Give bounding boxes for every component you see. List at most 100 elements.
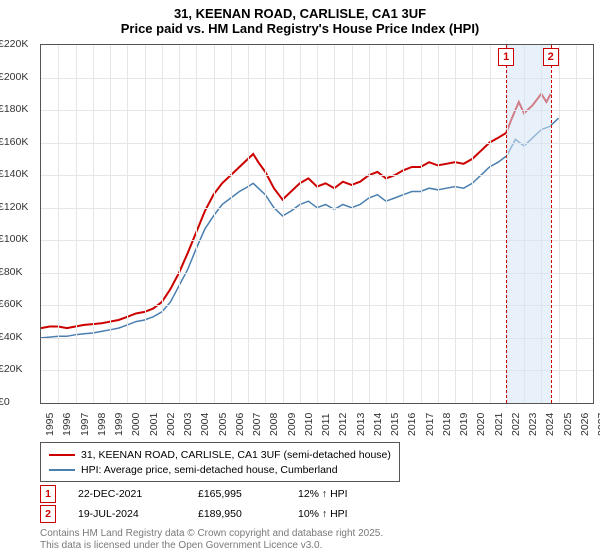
x-axis-label: 2005 [217,413,229,436]
y-axis-label: £20K [0,363,38,375]
y-axis-label: £0 [0,396,38,408]
gridline-vertical [265,45,266,403]
chart-title: 31, KEENAN ROAD, CARLISLE, CA1 3UF Price… [0,0,600,36]
gridline-vertical [145,45,146,403]
sale-marker-box: 2 [543,48,559,66]
x-axis-label: 2010 [303,413,315,436]
sales-row: 2 19-JUL-2024 £189,950 10% ↑ HPI [40,504,418,524]
gridline-vertical [455,45,456,403]
legend: 31, KEENAN ROAD, CARLISLE, CA1 3UF (semi… [40,442,400,482]
gridline-vertical [58,45,59,403]
x-axis-label: 2002 [165,413,177,436]
gridline-vertical [162,45,163,403]
y-axis-label: £80K [0,266,38,278]
x-axis-label: 1995 [44,413,56,436]
x-axis-label: 2003 [182,413,194,436]
gridline-vertical [317,45,318,403]
legend-swatch [49,454,75,456]
highlight-band [506,45,551,403]
gridline-vertical [93,45,94,403]
y-axis-label: £140K [0,168,38,180]
x-axis-label: 2009 [286,413,298,436]
y-axis-label: £180K [0,103,38,115]
y-axis-label: £200K [0,71,38,83]
sale-marker-icon: 2 [40,505,56,523]
sale-marker-line [551,45,552,403]
legend-label: 31, KEENAN ROAD, CARLISLE, CA1 3UF (semi… [81,449,391,461]
legend-item: HPI: Average price, semi-detached house,… [49,462,391,477]
gridline-vertical [352,45,353,403]
x-axis-label: 2016 [406,413,418,436]
sales-row: 1 22-DEC-2021 £165,995 12% ↑ HPI [40,484,418,504]
x-axis-label: 2021 [493,413,505,436]
footnote-line1: Contains HM Land Registry data © Crown c… [40,528,383,540]
plot-area [40,44,594,404]
gridline-vertical [369,45,370,403]
gridline-vertical [76,45,77,403]
gridline-vertical [334,45,335,403]
x-axis-label: 1998 [96,413,108,436]
sale-date: 22-DEC-2021 [78,488,198,500]
x-axis-label: 2026 [579,413,591,436]
x-axis-label: 2024 [544,413,556,436]
y-axis-label: £160K [0,136,38,148]
gridline-vertical [300,45,301,403]
x-axis-label: 2014 [372,413,384,436]
title-line1: 31, KEENAN ROAD, CARLISLE, CA1 3UF [0,6,600,21]
x-axis-label: 2019 [458,413,470,436]
sale-date: 19-JUL-2024 [78,508,198,520]
gridline-vertical [438,45,439,403]
x-axis-label: 2011 [320,413,332,436]
sales-table: 1 22-DEC-2021 £165,995 12% ↑ HPI 2 19-JU… [40,484,418,524]
footnote-line2: This data is licensed under the Open Gov… [40,540,383,552]
gridline-vertical [421,45,422,403]
x-axis-label: 2017 [424,413,436,436]
gridline-vertical [231,45,232,403]
gridline-vertical [576,45,577,403]
x-axis-label: 2022 [510,413,522,436]
gridline-vertical [283,45,284,403]
x-axis-label: 2004 [199,413,211,436]
y-axis-label: £60K [0,298,38,310]
gridline-vertical [127,45,128,403]
x-axis-label: 2006 [234,413,246,436]
x-axis-label: 2015 [389,413,401,436]
title-line2: Price paid vs. HM Land Registry's House … [0,21,600,36]
x-axis-label: 2027 [596,413,600,436]
gridline-vertical [559,45,560,403]
gridline-vertical [403,45,404,403]
y-axis-label: £120K [0,201,38,213]
sale-delta: 10% ↑ HPI [298,508,418,520]
footnote: Contains HM Land Registry data © Crown c… [40,528,383,552]
gridline-vertical [179,45,180,403]
sale-price: £189,950 [198,508,298,520]
sale-price: £165,995 [198,488,298,500]
x-axis-label: 2020 [475,413,487,436]
legend-item: 31, KEENAN ROAD, CARLISLE, CA1 3UF (semi… [49,447,391,462]
x-axis-label: 1997 [79,413,91,436]
x-axis-label: 2018 [441,413,453,436]
gridline-vertical [386,45,387,403]
gridline-vertical [490,45,491,403]
chart-container: 31, KEENAN ROAD, CARLISLE, CA1 3UF Price… [0,0,600,560]
x-axis-label: 2000 [130,413,142,436]
gridline-vertical [248,45,249,403]
legend-swatch [49,469,75,471]
y-axis-label: £40K [0,331,38,343]
gridline-vertical [110,45,111,403]
x-axis-label: 1996 [61,413,73,436]
series-price_paid [41,94,551,328]
sale-delta: 12% ↑ HPI [298,488,418,500]
y-axis-label: £100K [0,233,38,245]
legend-label: HPI: Average price, semi-detached house,… [81,464,338,476]
gridline-vertical [196,45,197,403]
x-axis-label: 2012 [337,413,349,436]
y-axis-label: £220K [0,38,38,50]
x-axis-label: 2008 [268,413,280,436]
sale-marker-box: 1 [498,48,514,66]
x-axis-label: 1999 [113,413,125,436]
x-axis-label: 2013 [355,413,367,436]
sale-marker-line [506,45,507,403]
x-axis-label: 2001 [148,413,160,436]
gridline-vertical [214,45,215,403]
